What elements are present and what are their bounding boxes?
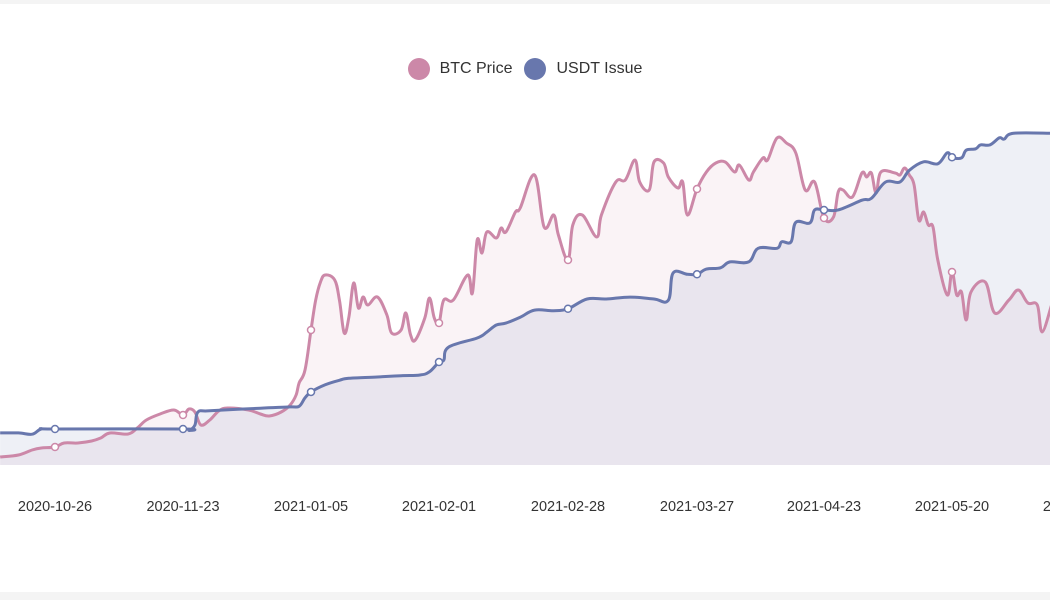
data-point-marker[interactable] <box>947 153 957 162</box>
x-tick-label: 2021-04-23 <box>787 499 861 515</box>
bottom-border <box>0 592 1050 600</box>
x-tick-label: 2020-11-23 <box>146 499 219 515</box>
x-tick-label: 2021-02-01 <box>402 499 476 515</box>
data-point-marker[interactable] <box>50 442 60 452</box>
data-point-marker[interactable] <box>692 270 702 279</box>
data-point-marker[interactable] <box>819 213 829 223</box>
x-tick-label: 2021-05-20 <box>915 499 989 515</box>
data-point-marker[interactable] <box>306 387 316 397</box>
data-point-marker[interactable] <box>178 424 188 434</box>
series-line-0[interactable] <box>0 135 1050 459</box>
data-point-marker[interactable] <box>50 424 60 434</box>
top-border <box>0 0 1050 4</box>
data-point-marker[interactable] <box>947 267 957 277</box>
x-tick-label: 2021-03-27 <box>660 499 734 515</box>
data-point-marker[interactable] <box>178 410 188 420</box>
legend-label: BTC Price <box>439 60 513 77</box>
legend-item-btc-price[interactable]: BTC Price <box>407 58 513 80</box>
data-point-marker[interactable] <box>434 357 444 367</box>
series-area-1 <box>0 132 1050 465</box>
x-tick-label: 2020-10-26 <box>18 499 92 515</box>
x-tick-label: 2021-02-28 <box>531 499 605 515</box>
x-tick-label: 2021-06-16 <box>1043 499 1050 515</box>
legend-dot-icon <box>407 58 430 80</box>
legend-item-usdt-issue[interactable]: USDT Issue <box>524 58 642 80</box>
data-point-marker[interactable] <box>434 318 444 328</box>
x-tick-label: 2021-01-05 <box>274 499 348 515</box>
data-point-marker[interactable] <box>692 184 702 194</box>
data-point-marker[interactable] <box>563 255 573 265</box>
data-point-marker[interactable] <box>819 205 829 215</box>
series-area-0 <box>0 137 1050 465</box>
series-line-1[interactable] <box>0 131 1050 436</box>
legend-dot-icon <box>524 58 547 80</box>
data-point-marker[interactable] <box>306 325 316 335</box>
chart-legend: BTC Price USDT Issue <box>0 58 1050 80</box>
legend-label: USDT Issue <box>556 60 643 77</box>
data-point-marker[interactable] <box>563 304 573 313</box>
